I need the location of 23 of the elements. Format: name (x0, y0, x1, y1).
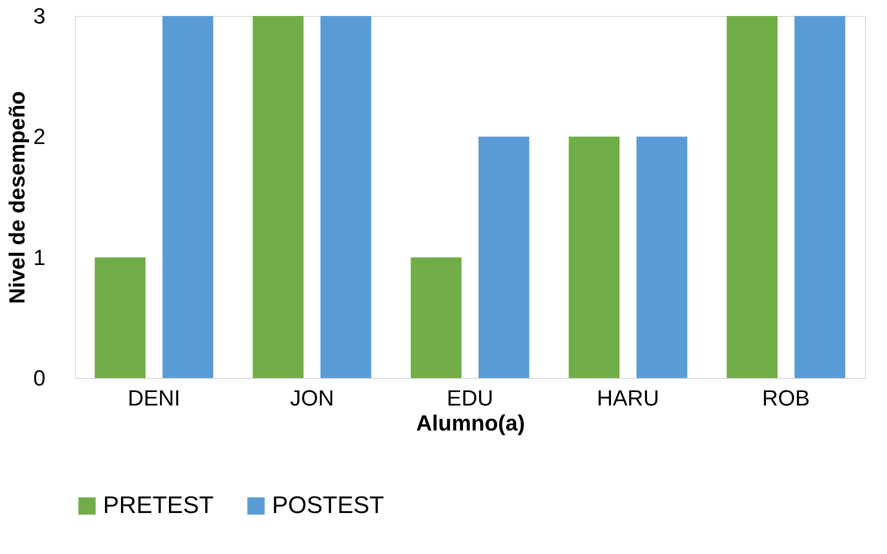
y-tick-label: 2 (33, 124, 46, 150)
bar (636, 136, 688, 378)
y-tick-label: 1 (33, 244, 46, 270)
x-axis-title: Alumno(a) (416, 410, 525, 436)
bar (94, 257, 146, 378)
bar (568, 136, 620, 378)
bar (410, 257, 462, 378)
y-tick-label: 0 (33, 366, 46, 390)
x-tick-label: JON (290, 386, 334, 410)
bar (794, 16, 846, 378)
y-axis-title: Nivel de desempeño (4, 91, 30, 304)
legend-label: PRETEST (103, 492, 214, 519)
bar (162, 16, 214, 378)
legend-label: POSTEST (272, 492, 384, 519)
x-tick-label: HARU (596, 386, 660, 410)
bar (320, 16, 372, 378)
x-tick-label: DENI (128, 386, 180, 410)
x-tick-label: EDU (446, 386, 494, 410)
y-tick-label: 3 (33, 4, 46, 28)
bar (726, 16, 778, 378)
bar (252, 16, 304, 378)
x-tick-label: ROB (762, 386, 810, 410)
bar (478, 136, 530, 378)
